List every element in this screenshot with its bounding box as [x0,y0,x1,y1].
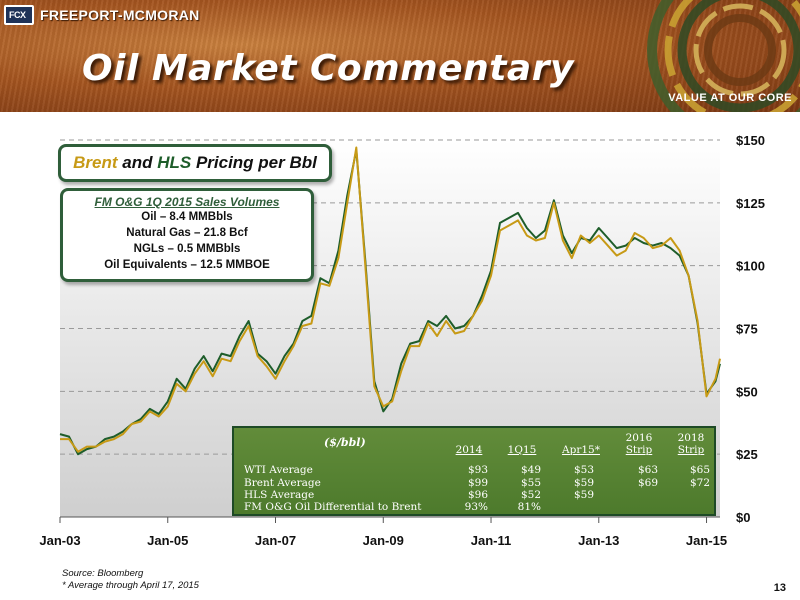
table-col-header-top: 2016 [625,432,653,444]
x-tick-label: Jan-11 [471,533,511,548]
tagline: VALUE AT OUR CORE [668,92,792,104]
logo-mark-text: FCX [9,10,26,20]
table-cell: $49 [520,464,541,476]
table-col-header: Apr15* [562,444,600,456]
volumes-line-oil: Oil – 8.4 MMBbls [141,211,233,223]
table-cell: $96 [467,489,488,501]
table-row-label: FM O&G Oil Differential to Brent [244,501,422,513]
title-brent: Brent [73,153,118,172]
volumes-line-boe: Oil Equivalents – 12.5 MMBOE [104,259,270,271]
table-col-header: Strip [625,444,653,456]
y-tick-label: $50 [736,384,758,399]
y-tick-labels: $0 $25 $50 $75 $100 $125 $150 [736,133,765,525]
table-cell: $99 [467,477,488,489]
x-tick-label: Jan-07 [255,533,296,548]
table-cell: $59 [573,477,594,489]
table-col-header: 2014 [455,444,483,456]
volumes-title: FM O&G 1Q 2015 Sales Volumes [94,195,280,209]
footnote-line: * Average through April 17, 2015 [62,580,199,591]
table-cell: 93% [464,501,488,513]
y-tick-label: $25 [736,447,758,462]
title-hls: HLS [157,153,192,172]
table-row-label: HLS Average [244,489,315,501]
page-number: 13 [773,582,786,594]
y-tick-label: $75 [736,322,758,337]
title-and: and [117,153,158,172]
y-tick-label: $100 [736,259,765,274]
x-tick-label: Jan-05 [147,533,188,548]
logo-mark-icon: FCX [4,5,34,25]
company-logo: FCX FREEPORT-MCMORAN [4,5,200,25]
x-tick-label: Jan-09 [363,533,404,548]
y-tick-label: $150 [736,133,765,148]
table-cell: $53 [573,464,594,476]
table-cell: $63 [637,464,658,476]
page-title: Oil Market Commentary [82,48,574,89]
table-col-header: Strip [677,444,705,456]
table-cell: $52 [520,489,541,501]
decorative-rings-icon [647,0,800,112]
source-note: Source: Bloomberg * Average through Apri… [62,568,199,592]
chart-title-box: Brent and HLS Pricing per Bbl [58,144,332,182]
x-tick-label: Jan-03 [39,533,80,548]
series-lines [59,146,721,456]
company-name: FREEPORT-MCMORAN [40,7,200,23]
y-tick-label: $125 [736,196,765,211]
series-line-brent [60,146,721,453]
table-col-header: 1Q15 [507,444,537,456]
sales-volumes-box: FM O&G 1Q 2015 Sales Volumes Oil – 8.4 M… [60,188,314,282]
table-row-label: WTI Average [244,464,313,476]
table-cell: $55 [520,477,541,489]
table-cell: 81% [517,501,541,513]
table-cell: $93 [467,464,488,476]
table-cell: $59 [573,489,594,501]
source-line: Source: Bloomberg [62,568,144,579]
table-cell: $72 [689,477,710,489]
table-cell: $65 [689,464,710,476]
price-table: ($/bbl) 2016 2018 2014 1Q15 Apr15* Strip… [232,426,716,516]
table-row-label: Brent Average [244,477,321,489]
volumes-line-ngl: NGLs – 0.5 MMBbls [133,243,241,255]
x-tick-label: Jan-15 [686,533,727,548]
table-col-header-top: 2018 [677,432,705,444]
x-tick-labels: Jan-03 Jan-05 Jan-07 Jan-09 Jan-11 Jan-13 Jan-… [39,517,727,548]
title-rest: Pricing per Bbl [191,153,317,172]
table-unit-label: ($/bbl) [324,436,366,449]
x-tick-label: Jan-13 [578,533,619,548]
volumes-line-gas: Natural Gas – 21.8 Bcf [126,227,248,239]
table-cell: $69 [637,477,658,489]
y-tick-label: $0 [736,510,750,525]
header-banner: FCX FREEPORT-MCMORAN Oil Market Commenta… [0,0,800,112]
